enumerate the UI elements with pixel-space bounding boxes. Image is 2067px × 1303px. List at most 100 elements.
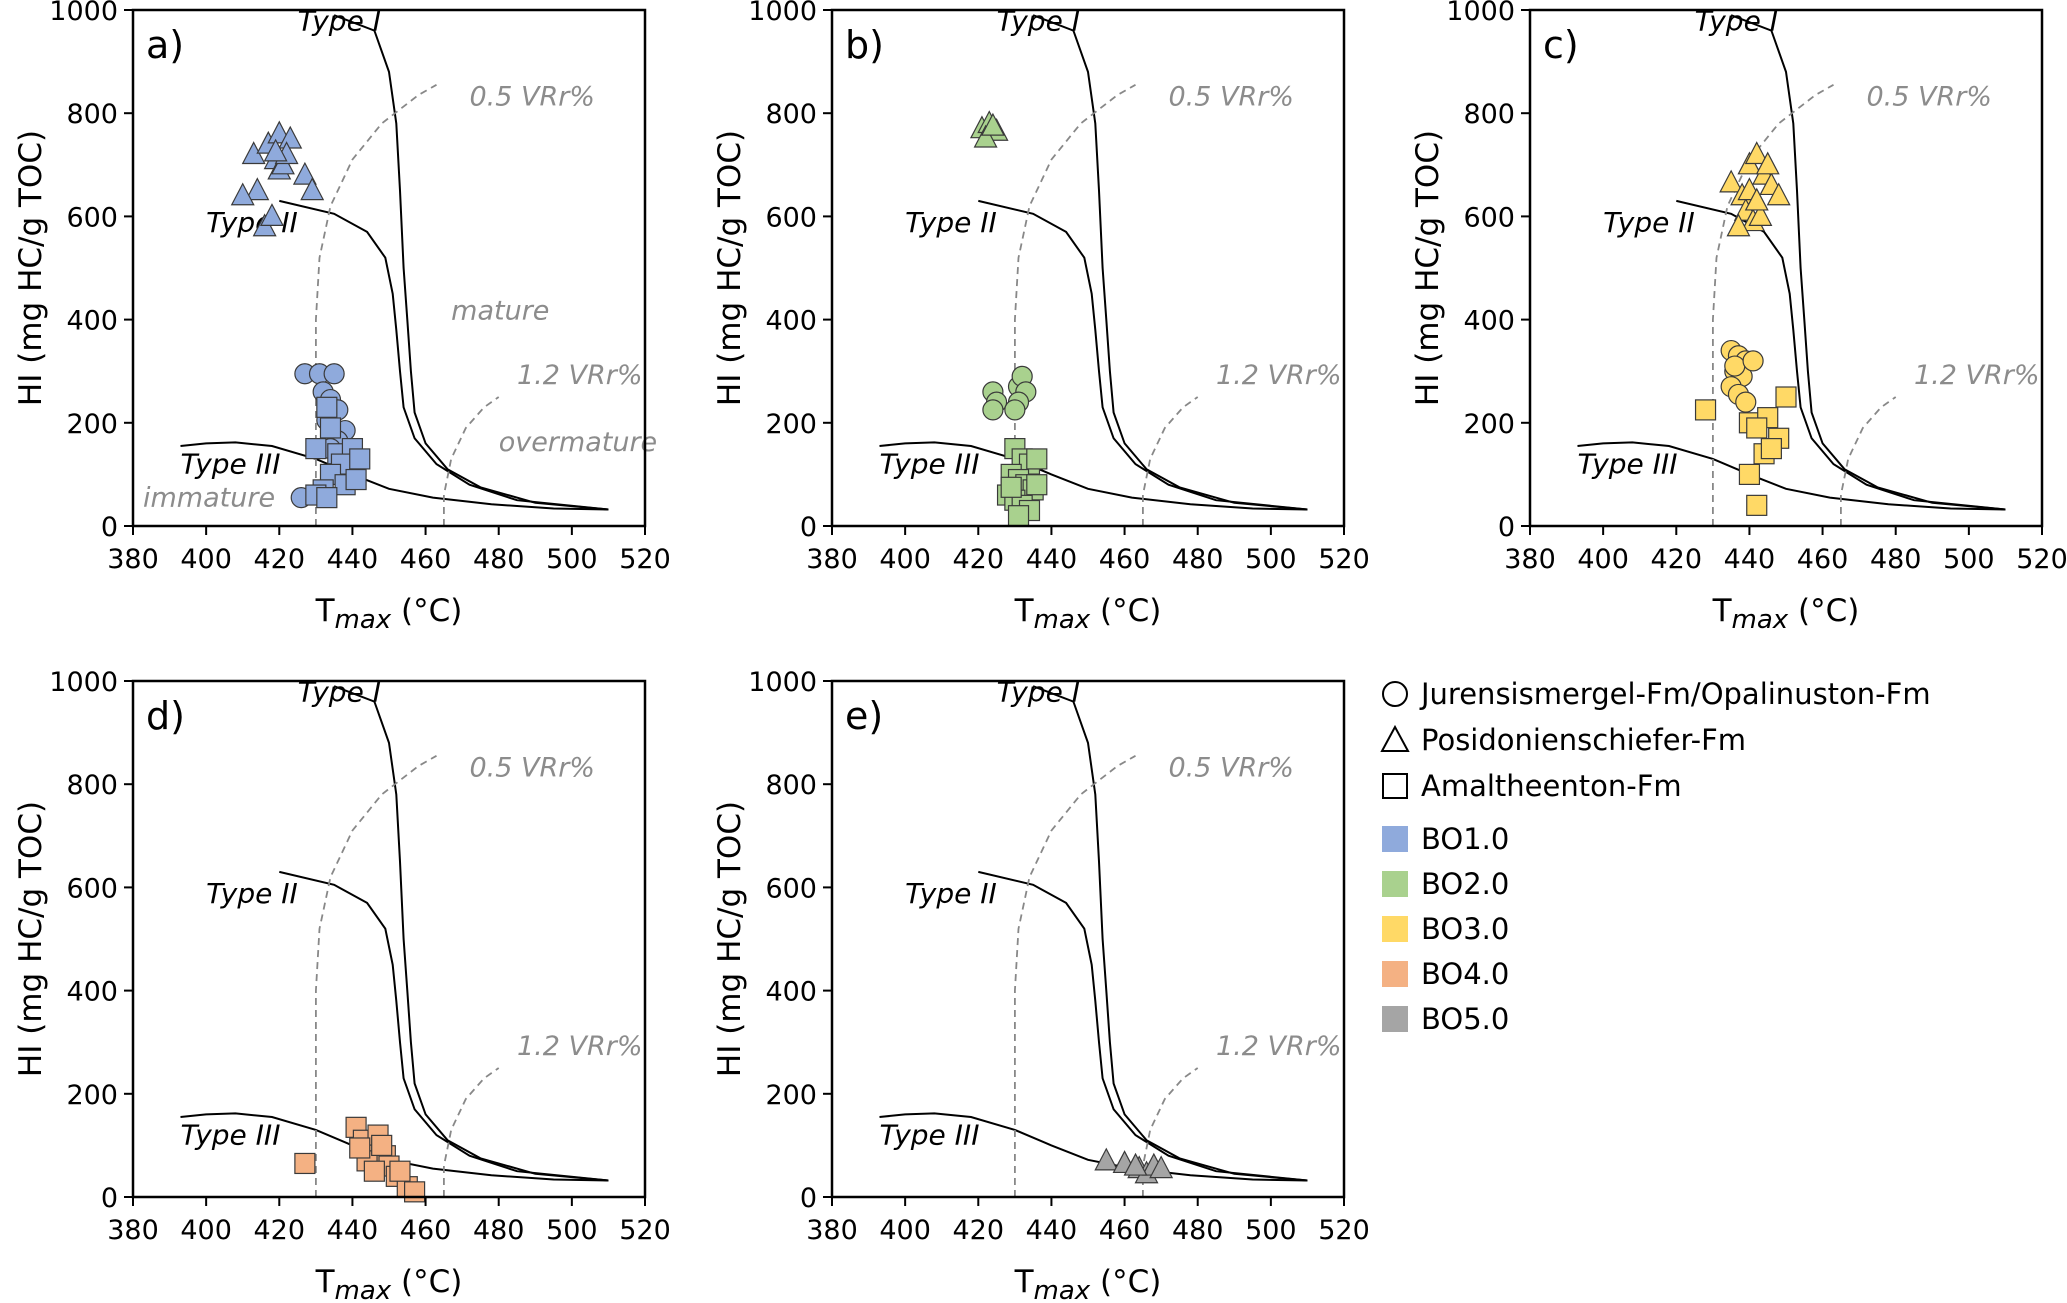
data-point-triangle — [230, 182, 255, 206]
label-type2: Type II — [905, 877, 997, 910]
data-point-circle — [982, 399, 1004, 421]
legend: Jurensismergel-Fm/Opalinuston-Fm Posidoni… — [1380, 677, 1931, 1036]
y-tick-label: 200 — [765, 1080, 817, 1111]
y-axis-label: HI (mg HC/g TOC) — [13, 801, 49, 1077]
x-tick-label: 460 — [400, 544, 452, 575]
y-tick-label: 1000 — [748, 667, 817, 698]
data-point-square — [345, 468, 367, 491]
data-point-triangle — [278, 125, 303, 149]
y-tick-label: 0 — [800, 1183, 817, 1214]
y-tick-label: 600 — [66, 202, 118, 233]
curve-vr12 — [1840, 396, 1897, 526]
label-type3: Type III — [880, 447, 980, 480]
data-point-square — [371, 1134, 393, 1157]
x-axis-label-main: T — [315, 593, 336, 629]
curve-type1 — [1032, 685, 1308, 1182]
x-tick-label: 440 — [327, 1215, 379, 1246]
y-tick-label: 0 — [1498, 512, 1515, 543]
x-axis-label: Tmax (°C) — [1014, 593, 1162, 635]
x-tick-label: 400 — [879, 1215, 931, 1246]
y-tick-label: 600 — [1463, 202, 1515, 233]
label-vr05: 0.5 VRr% — [1866, 81, 1992, 112]
x-axis-label-sub: max — [335, 1276, 392, 1303]
plot-frame — [830, 679, 1346, 1199]
curve-vr05 — [315, 755, 437, 1197]
y-axis-label: HI (mg HC/g TOC) — [13, 130, 49, 406]
x-tick-label: 400 — [1577, 544, 1629, 575]
data-point-triangle — [1748, 203, 1773, 226]
legend-label: BO5.0 — [1421, 1002, 1509, 1036]
y-tick-label: 200 — [66, 1080, 118, 1111]
curve-type2 — [978, 199, 1308, 511]
label-vr12: 1.2 VRr% — [1216, 360, 1342, 391]
x-axis-label-main: T — [1014, 1264, 1035, 1300]
legend-label: BO4.0 — [1421, 957, 1509, 991]
curve-vr12 — [443, 396, 500, 526]
data-point-square — [404, 1181, 426, 1203]
label-vr05: 0.5 VRr% — [1168, 752, 1294, 783]
data-point-square — [363, 1160, 385, 1182]
data-point-square — [319, 417, 342, 439]
data-point-triangle — [1766, 182, 1791, 206]
data-point-square — [1746, 417, 1768, 439]
y-tick-label: 400 — [66, 306, 118, 337]
data-point-triangle — [1094, 1147, 1119, 1171]
panel-label: b) — [845, 23, 884, 67]
y-tick-label: 1000 — [49, 0, 118, 27]
data-point-triangle — [1744, 187, 1769, 211]
label-type2: Type II — [1603, 206, 1695, 239]
x-tick-label: 460 — [1099, 1215, 1151, 1246]
x-tick-label: 420 — [1651, 544, 1703, 575]
x-tick-label: 380 — [806, 544, 858, 575]
x-tick-label: 520 — [1318, 1215, 1370, 1246]
x-axis-label-sub: max — [335, 605, 392, 635]
label-vr05: 0.5 VRr% — [1168, 81, 1294, 112]
curve-type1 — [333, 685, 609, 1182]
y-tick-label: 400 — [765, 306, 817, 337]
x-axis-label-sub: max — [1034, 1276, 1091, 1303]
x-axis-label-unit: (°C) — [1788, 593, 1859, 629]
y-tick-label: 800 — [765, 99, 817, 130]
y-tick-label: 600 — [765, 873, 817, 904]
panel-label: a) — [146, 23, 184, 67]
x-tick-label: 380 — [1504, 544, 1556, 575]
data-point-square — [1775, 386, 1797, 408]
label-type3: Type III — [880, 1118, 980, 1151]
label-type3: Type III — [1578, 447, 1678, 480]
data-point-square — [305, 438, 327, 460]
y-tick-label: 0 — [101, 512, 118, 543]
curve-type2 — [1676, 199, 2006, 511]
x-axis-label-sub: max — [1732, 605, 1789, 635]
curve-vr05 — [1014, 755, 1136, 1197]
data-point-circle — [1742, 350, 1764, 372]
label-vr05: 0.5 VRr% — [469, 752, 595, 783]
x-tick-label: 420 — [254, 1215, 306, 1246]
legend-label: BO3.0 — [1421, 912, 1509, 946]
legend-marker-triangle — [1380, 724, 1410, 752]
label-vr12: 1.2 VRr% — [1216, 1031, 1342, 1062]
data-point-square — [1738, 463, 1761, 485]
data-point-square — [1694, 399, 1717, 421]
label-vr12: 1.2 VRr% — [517, 360, 643, 391]
y-tick-label: 0 — [800, 512, 817, 543]
legend-swatch — [1382, 826, 1408, 852]
x-tick-label: 380 — [107, 1215, 159, 1246]
x-axis-label-unit: (°C) — [1090, 1264, 1161, 1300]
data-point-triangle — [1755, 151, 1780, 175]
curve-type1 — [333, 14, 609, 511]
y-tick-label: 1000 — [49, 667, 118, 698]
x-tick-label: 400 — [180, 544, 232, 575]
data-point-square — [1760, 438, 1782, 460]
x-tick-label: 440 — [1026, 1215, 1078, 1246]
curve-vr05 — [1712, 84, 1834, 526]
data-point-square — [1026, 448, 1048, 470]
data-point-triangle — [245, 177, 270, 201]
data-point-square — [389, 1160, 411, 1182]
plot-frame — [830, 8, 1346, 528]
x-tick-label: 500 — [1943, 544, 1995, 575]
data-point-triangle — [263, 138, 288, 162]
panel-label: c) — [1543, 23, 1579, 67]
y-tick-label: 400 — [66, 977, 118, 1008]
x-tick-label: 520 — [619, 544, 671, 575]
data-point-square — [1007, 505, 1030, 527]
